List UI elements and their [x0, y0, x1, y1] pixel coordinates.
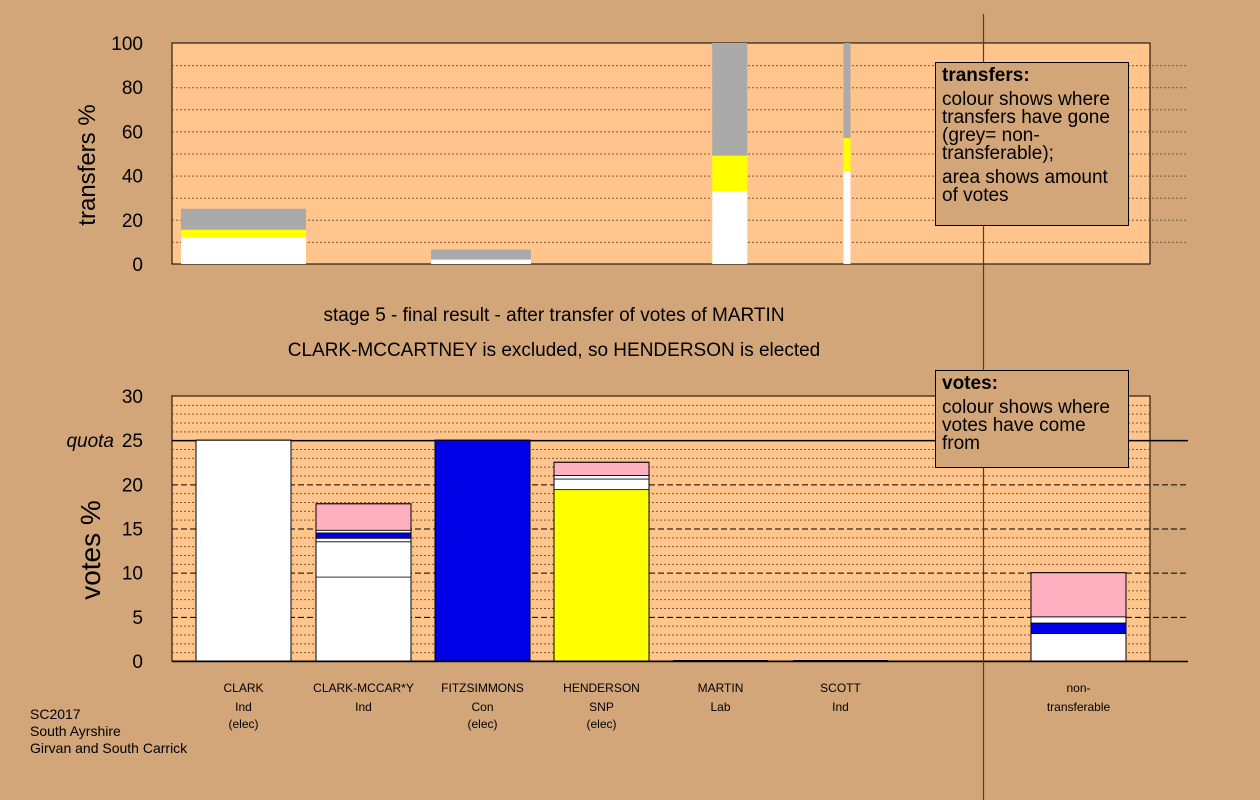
transfers-legend-text-1: colour shows where transfers have gone (… [942, 89, 1110, 164]
transfers-y-tick-label: 100 [111, 34, 143, 55]
quota-label: quota [66, 431, 114, 452]
candidate-name-label: FITZSIMMONS [441, 681, 524, 695]
candidate-name-label: CLARK-MCCAR*Y [313, 681, 414, 695]
candidate-status-label: (elec) [467, 717, 497, 731]
transfer-bar-segment-white [431, 259, 531, 264]
candidate-party-label: Ind [235, 700, 252, 714]
vote-bar-segment-blue [434, 439, 531, 662]
transfer-bar-segment-yellow [712, 155, 748, 192]
vote-bar-outline [434, 439, 531, 662]
votes-y-tick-label: 10 [122, 564, 143, 585]
vote-bar-outline [315, 503, 412, 662]
votes-y-tick-label: 30 [122, 387, 143, 408]
transfer-bar-segment-grey [712, 43, 748, 156]
votes-legend-title: votes: [942, 373, 998, 394]
footer-ward: Girvan and South Carrick [30, 740, 188, 756]
vote-bar-segment-white [553, 475, 650, 480]
transfers-y-axis-label: transfers % [74, 104, 101, 225]
votes-y-tick-label: 25 [122, 431, 143, 452]
transfers-y-tick-label: 20 [122, 211, 143, 232]
transfers-y-tick-label: 80 [122, 78, 143, 99]
votes-y-tick-label: 20 [122, 475, 143, 496]
vote-bar-segment-blue [315, 532, 412, 539]
transfer-bar-segment-grey [181, 208, 306, 230]
transfers-legend-title: transfers: [942, 65, 1030, 86]
vote-bar-outline [553, 461, 650, 662]
transfer-bar-segment-yellow [843, 138, 851, 172]
candidate-party-label: Ind [832, 700, 849, 714]
transfers-y-tick-label: 60 [122, 122, 143, 143]
candidate-name-label: non- [1066, 681, 1090, 695]
transfer-bar-segment-white [181, 237, 306, 264]
candidate-name-label: HENDERSON [563, 681, 640, 695]
transfer-bar-segment-yellow [181, 229, 306, 238]
candidate-party-label: transferable [1047, 700, 1111, 714]
vote-bar-segment-white [553, 478, 650, 491]
candidate-status-label: (elec) [228, 717, 258, 731]
vote-bar-segment-white [315, 541, 412, 578]
votes-legend: votes: colour shows where votes have com… [935, 370, 1129, 468]
votes-y-axis-label: votes % [75, 500, 106, 600]
stage-description: stage 5 - final result - after transfer … [323, 305, 785, 326]
transfers-y-tick-label: 0 [132, 255, 143, 276]
vote-bar-segment-pink [1030, 572, 1127, 618]
candidate-party-label: Ind [355, 700, 372, 714]
candidate-party-label: SNP [589, 700, 614, 714]
vote-bar-segment-white [195, 439, 292, 662]
vote-bar-segment-yellow [553, 489, 650, 662]
candidate-name-label: MARTIN [698, 681, 744, 695]
vote-bar-segment-blue [1030, 622, 1127, 635]
vote-bar-outline [1030, 572, 1127, 662]
candidate-name-label: CLARK [223, 681, 263, 695]
candidate-party-label: Lab [710, 700, 730, 714]
vote-bar-segment-white [315, 537, 412, 543]
vote-bar-segment-white [315, 576, 412, 662]
candidate-name-label: SCOTT [820, 681, 861, 695]
candidate-status-label: (elec) [586, 717, 616, 731]
result-description: CLARK-MCCARTNEY is excluded, so HENDERSO… [287, 340, 821, 361]
vote-bar-segment-pink [315, 503, 412, 531]
footer-election: SC2017 [30, 706, 81, 722]
transfer-bar-segment-white [843, 171, 851, 264]
candidate-party-label: Con [471, 700, 493, 714]
votes-y-tick-label: 0 [132, 652, 143, 673]
votes-legend-text: colour shows where votes have come from [942, 397, 1110, 454]
transfers-legend: transfers: colour shows where transfers … [935, 62, 1129, 226]
footer-council: South Ayrshire [30, 723, 121, 739]
vote-bar-segment-white [1030, 633, 1127, 662]
transfer-bar-segment-grey [843, 43, 851, 139]
transfer-bar-segment-white [712, 191, 748, 264]
votes-y-tick-label: 5 [132, 608, 143, 629]
vote-bar-segment-white [1030, 616, 1127, 624]
transfer-bar-segment-grey [431, 249, 531, 260]
transfers-y-tick-label: 40 [122, 167, 143, 188]
transfers-legend-text-2: area shows amount of votes [942, 167, 1108, 206]
vote-bar-outline [195, 439, 292, 662]
vote-bar-segment-pink [553, 461, 650, 476]
votes-y-tick-label: 15 [122, 520, 143, 541]
